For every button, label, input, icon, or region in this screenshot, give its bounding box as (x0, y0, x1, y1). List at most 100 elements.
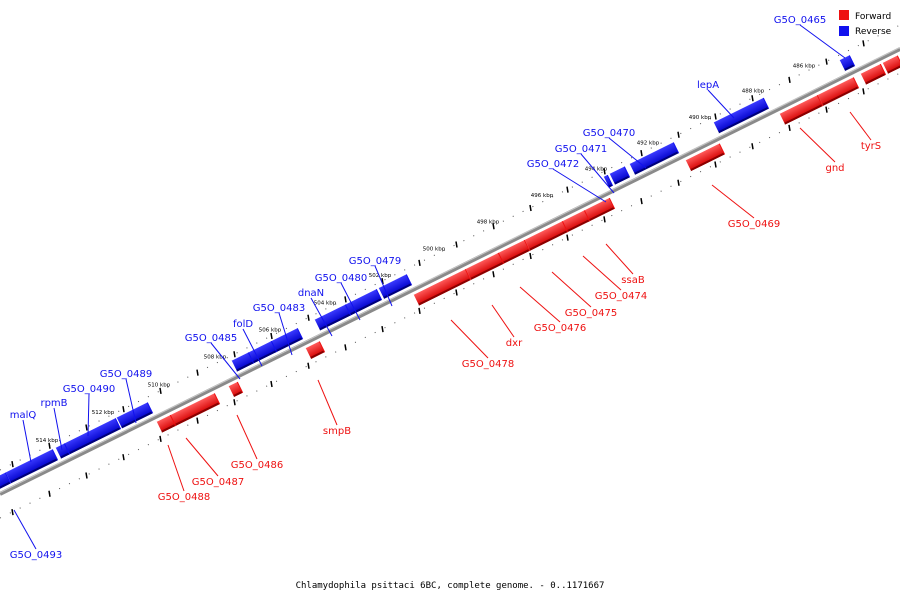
gene-edge (313, 319, 321, 331)
tick-mark (307, 314, 310, 321)
gene-shadow (59, 452, 70, 459)
leader-line (551, 271, 592, 308)
tick-label: 494 kbp (585, 166, 608, 172)
gene-body (779, 95, 823, 125)
gene-body (305, 341, 325, 360)
gene-shadow (173, 402, 220, 427)
leader-line (13, 509, 37, 550)
gene-label: dnaN (298, 288, 324, 299)
tick-label: 490 kbp (689, 115, 712, 121)
gene-shadow (232, 390, 243, 398)
gene-label: G5O_0490 (63, 384, 115, 395)
tick-mark (233, 351, 236, 358)
leader-line (849, 111, 872, 141)
tick-mark (529, 204, 532, 212)
gene-label: G5O_0478 (462, 359, 514, 370)
tick-mark (529, 252, 532, 260)
tick-mark (85, 424, 88, 431)
tick-label: 486 kbp (793, 64, 816, 70)
tick-label: 504 kbp (314, 300, 337, 306)
gene-edge (412, 294, 420, 306)
leader-line (799, 127, 836, 163)
gene-body (413, 269, 471, 306)
gene-block-rpmB (54, 443, 71, 459)
gene-edge (146, 402, 154, 414)
tick-mark (418, 259, 421, 266)
gene-body (524, 221, 568, 251)
tick-label: 512 kbp (92, 410, 115, 416)
gene-edge (54, 447, 62, 459)
legend-forward-swatch (839, 10, 849, 20)
gene-block-G5O_0471 (608, 166, 631, 186)
gene-label: G5O_0488 (158, 492, 210, 503)
leader-line (167, 444, 185, 492)
tick-mark (159, 387, 162, 395)
gene-edge (608, 173, 616, 186)
gene-shadow (564, 219, 590, 234)
leader-line (580, 153, 615, 194)
tick-mark (677, 179, 680, 186)
leader-line (340, 282, 361, 321)
gene-body (344, 289, 382, 316)
gene-edge (169, 414, 177, 427)
gene-edge (227, 386, 235, 398)
gene-label: folD (233, 319, 253, 330)
gene-label: gnd (825, 163, 844, 174)
gene-edge (852, 77, 860, 89)
gene-edge (213, 393, 221, 405)
gene-edge (672, 142, 680, 154)
gene-edge (51, 449, 59, 461)
genome-caption: Chlamydophila psittaci 6BC, complete gen… (296, 581, 605, 591)
gene-edge (879, 63, 887, 76)
leader-line (450, 319, 489, 359)
tick-mark (714, 113, 717, 120)
leader-line (707, 89, 735, 119)
gene-body (465, 252, 504, 280)
gene-label: ssaB (621, 275, 645, 286)
gene-shadow (251, 350, 277, 364)
gene-edge (561, 221, 569, 233)
tick-mark (788, 124, 791, 132)
tick-mark (122, 406, 125, 413)
tick-label: 492 kbp (637, 141, 660, 147)
gene-label: tyrS (861, 141, 881, 152)
gene-shadow (348, 298, 382, 316)
tick-label: 510 kbp (148, 382, 171, 388)
gene-edge (623, 166, 631, 178)
gene-shadow (417, 278, 471, 306)
gene-edge (464, 269, 472, 281)
gene-block-G5O_0478 (412, 269, 472, 306)
leader-line (22, 419, 32, 463)
tick-mark (677, 131, 680, 138)
tick-mark (825, 106, 828, 113)
legend-reverse-swatch (839, 26, 849, 36)
gene-label: G5O_0476 (534, 323, 586, 334)
guide-line (0, 72, 900, 519)
gene-label: G5O_0487 (192, 477, 244, 488)
gene-block-tyrS (859, 63, 887, 85)
genome-backbone (0, 47, 900, 496)
gene-label: G5O_0485 (185, 333, 237, 344)
gene-edge (523, 239, 531, 252)
gene-body (314, 304, 351, 331)
tick-mark (492, 223, 495, 230)
tick-mark (48, 442, 51, 449)
leader-line (374, 265, 393, 307)
leader-line (552, 168, 607, 203)
gene-label: dxr (506, 338, 523, 349)
tick-mark (751, 95, 754, 102)
gene-shadow (886, 64, 900, 74)
tick-mark (381, 326, 384, 333)
gene-label: G5O_0475 (565, 308, 617, 319)
gene-shadow (309, 350, 325, 360)
gene-label: G5O_0493 (10, 550, 62, 561)
gene-edge (838, 60, 846, 72)
gene-block-dnaN (313, 304, 352, 331)
gene-edge (684, 160, 692, 172)
gene-edge (375, 289, 383, 301)
tick-mark (196, 369, 199, 376)
gene-block-gnd (778, 94, 824, 125)
leader-line (519, 286, 561, 323)
